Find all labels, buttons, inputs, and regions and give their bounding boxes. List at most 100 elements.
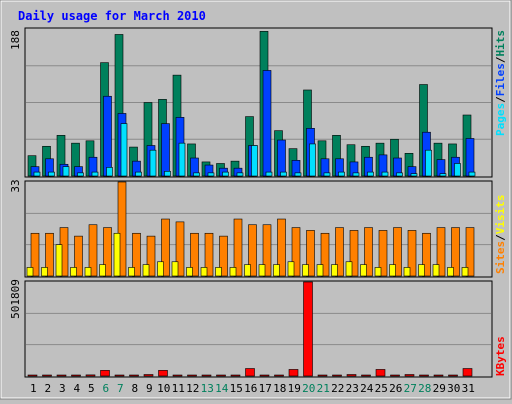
bar-kbytes [143, 374, 154, 377]
bar-pages [251, 145, 258, 177]
bar-sites [244, 264, 251, 277]
bar-pages [294, 172, 302, 177]
bar-kbytes [114, 374, 125, 377]
bar-visits [291, 227, 301, 277]
bar-kbytes [129, 374, 139, 377]
bar-visits [233, 218, 243, 277]
legend-entry: Visits [494, 195, 507, 235]
bar-pages [135, 171, 142, 177]
bar-visits [88, 224, 98, 277]
bar-sites [200, 267, 208, 277]
x-tick-label: 9 [146, 382, 153, 395]
x-tick-label: 26 [389, 382, 402, 395]
x-tick-label: 31 [462, 382, 475, 395]
bar-pages [222, 171, 229, 177]
bar-pages [439, 173, 447, 177]
bar-kbytes [433, 374, 444, 377]
bar-visits [204, 232, 214, 277]
legend-entry: / [494, 56, 507, 63]
x-tick-label: 19 [288, 382, 301, 395]
bar-pages [62, 166, 70, 177]
bars [26, 31, 476, 377]
bar-kbytes [187, 374, 197, 377]
bar-sites [273, 264, 280, 277]
bar-visits [74, 235, 83, 277]
ytick-hits: 188 [9, 30, 22, 50]
bar-sites [403, 267, 411, 277]
bar-pages [106, 167, 113, 177]
bar-pages [48, 171, 55, 177]
bar-visits [248, 224, 257, 277]
bar-kbytes [42, 374, 52, 377]
x-tick-label: 4 [73, 382, 80, 395]
bar-sites [360, 264, 367, 277]
bar-sites [389, 264, 396, 277]
bar-files [262, 70, 272, 177]
bar-pages [178, 142, 186, 177]
legend-entry: Pages [494, 103, 507, 136]
bar-pages [309, 143, 316, 177]
bar-sites [157, 261, 164, 277]
x-tick-label: 22 [331, 382, 344, 395]
bar-sites [258, 264, 266, 277]
x-tick-label: 14 [215, 382, 229, 395]
bar-kbytes [332, 374, 342, 377]
bar-sites [113, 232, 121, 277]
bar-sites [229, 267, 237, 277]
bar-pages [193, 172, 200, 177]
x-tick-label: 21 [317, 382, 330, 395]
bar-files [161, 123, 170, 177]
bar-pages [410, 173, 418, 177]
bar-kbytes [201, 374, 212, 377]
x-tick-label: 18 [273, 382, 286, 395]
x-tick-label: 16 [244, 382, 257, 395]
bar-visits [407, 230, 417, 277]
bar-visits [393, 227, 402, 277]
bar-pages [367, 171, 374, 177]
x-tick-label: 27 [404, 382, 417, 395]
bar-pages [454, 163, 461, 177]
bar-pages [149, 149, 157, 177]
bar-visits [436, 227, 446, 277]
bar-sites [215, 267, 222, 277]
bar-pages [352, 172, 360, 177]
x-tick-label: 17 [259, 382, 272, 395]
bar-visits [190, 232, 199, 277]
bar-visits [45, 232, 54, 277]
x-tick-label: 29 [433, 382, 446, 395]
bar-kbytes [100, 370, 110, 377]
x-tick-label: 12 [186, 382, 199, 395]
legend-top: Pages/Files/Hits [494, 30, 507, 136]
bar-pages [468, 171, 476, 177]
legend-entry: Sites [494, 241, 507, 274]
bar-visits [132, 232, 141, 277]
bar-visits [465, 227, 475, 277]
bar-sites [171, 261, 179, 277]
legend-entry: Files [494, 63, 507, 96]
x-tick-label: 8 [131, 382, 138, 395]
bar-visits [364, 227, 373, 277]
x-tick-label: 30 [447, 382, 460, 395]
bar-kbytes [462, 368, 473, 377]
bar-sites [70, 267, 77, 277]
bar-kbytes [317, 374, 328, 377]
bar-files [465, 138, 475, 177]
bar-visits [262, 224, 272, 277]
bar-kbytes [274, 374, 284, 377]
ytick-kbytes: 501809 [9, 279, 22, 319]
bar-kbytes [158, 370, 168, 377]
bar-kbytes [419, 374, 429, 377]
x-tick-label: 7 [117, 382, 124, 395]
panel-kbytes [24, 280, 493, 378]
x-tick-label: 10 [157, 382, 170, 395]
x-tick-label: 5 [88, 382, 95, 395]
legend-entry: Hits [494, 30, 507, 57]
bar-kbytes [71, 374, 81, 377]
legend-entry: / [494, 234, 507, 241]
bar-sites [26, 267, 34, 277]
x-tick-label: 20 [302, 382, 315, 395]
x-tick-label: 25 [375, 382, 388, 395]
